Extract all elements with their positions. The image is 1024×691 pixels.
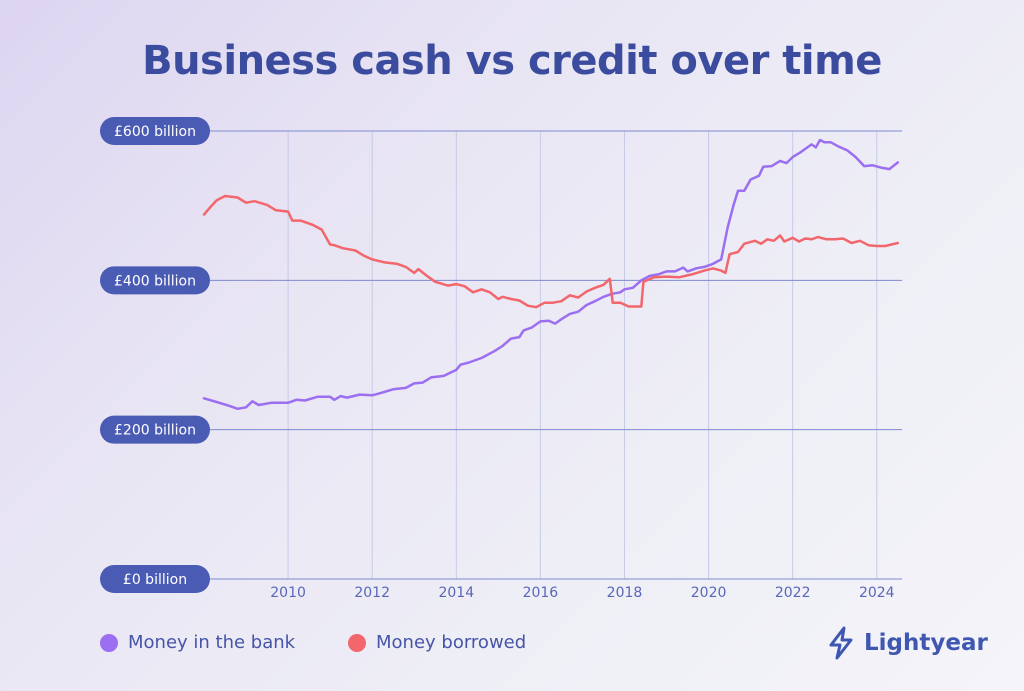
legend-label-bank: Money in the bank <box>128 632 296 653</box>
x-tick-label: 2018 <box>607 585 643 601</box>
x-tick-label: 2010 <box>270 585 306 601</box>
vertical-gridlines <box>287 131 878 579</box>
legend-item-borrowed: Money borrowed <box>348 632 526 653</box>
y-tick-label-pill: £600 billion <box>100 117 210 145</box>
y-tick-label-pill: £0 billion <box>100 565 210 593</box>
lightning-bolt-icon <box>829 626 853 660</box>
y-axis-labels: £0 billion £200 billion £400 billion £600 b… <box>100 117 210 593</box>
chart-title: Business cash vs credit over time <box>142 38 882 84</box>
legend-item-bank: Money in the bank <box>100 632 295 653</box>
y-tick-label-pill: £400 billion <box>100 266 210 295</box>
legend-marker-bank <box>100 633 118 652</box>
legend-marker-borrowed <box>348 633 366 652</box>
y-tick-label: £200 billion <box>114 423 196 439</box>
x-tick-label: 2022 <box>775 585 811 601</box>
x-tick-label: 2016 <box>523 585 559 601</box>
y-tick-label-pill: £200 billion <box>100 415 210 444</box>
y-tick-pill-background <box>100 117 210 145</box>
x-axis-labels: 2010 2012 2014 2016 2018 2020 2022 2024 <box>270 585 894 601</box>
legend-label-borrowed: Money borrowed <box>376 632 527 653</box>
x-tick-label: 2012 <box>354 585 390 601</box>
series-line-money-borrowed <box>202 194 900 309</box>
horizontal-gridlines <box>150 130 902 580</box>
x-tick-label: 2014 <box>438 585 474 601</box>
x-tick-label: 2024 <box>859 585 895 601</box>
y-tick-pill-background <box>100 565 210 593</box>
brand-name: Lightyear <box>864 630 988 656</box>
y-tick-label: £0 billion <box>123 572 187 588</box>
series-line-money-in-the-bank <box>202 138 900 411</box>
y-tick-pill-background <box>100 415 210 444</box>
series-lines <box>202 138 900 411</box>
brand-logo: Lightyear <box>826 626 988 660</box>
y-tick-label: £600 billion <box>114 124 196 140</box>
x-tick-label: 2020 <box>691 585 727 601</box>
y-tick-label: £400 billion <box>114 273 196 289</box>
y-tick-pill-background <box>100 266 210 295</box>
